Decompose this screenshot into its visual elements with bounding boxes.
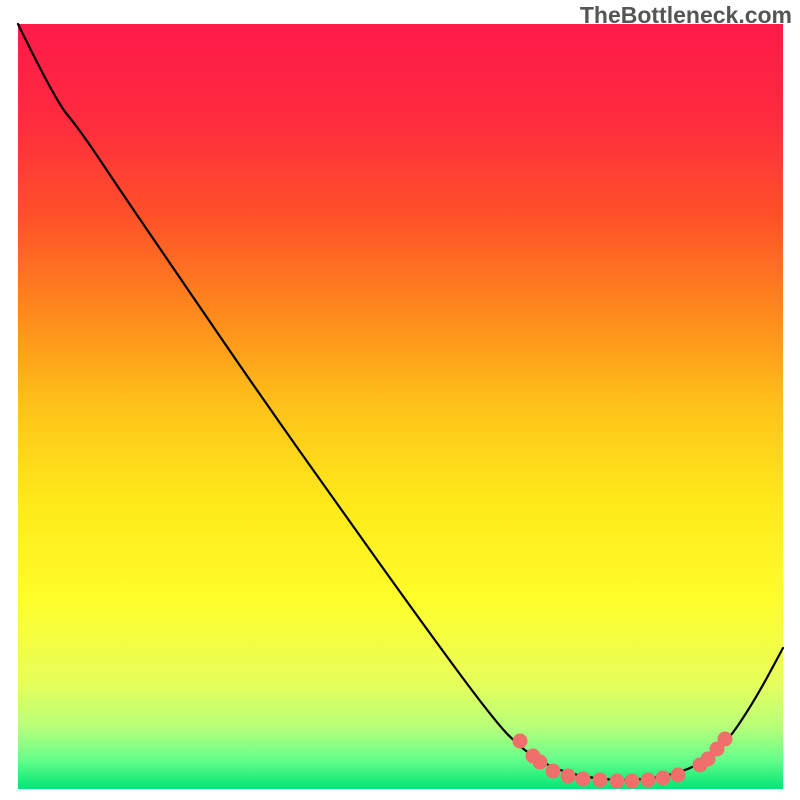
gradient-background [18,24,783,789]
optimal-marker [593,773,608,788]
optimal-marker [641,773,656,788]
optimal-marker [610,774,625,789]
optimal-marker [671,768,686,783]
optimal-marker [533,755,548,770]
optimal-marker [513,734,528,749]
optimal-marker [656,771,671,786]
bottleneck-chart [0,0,800,800]
optimal-marker [718,732,733,747]
optimal-marker [546,764,561,779]
optimal-marker [561,769,576,784]
watermark-label: TheBottleneck.com [580,2,792,29]
optimal-marker [625,774,640,789]
optimal-marker [576,772,591,787]
